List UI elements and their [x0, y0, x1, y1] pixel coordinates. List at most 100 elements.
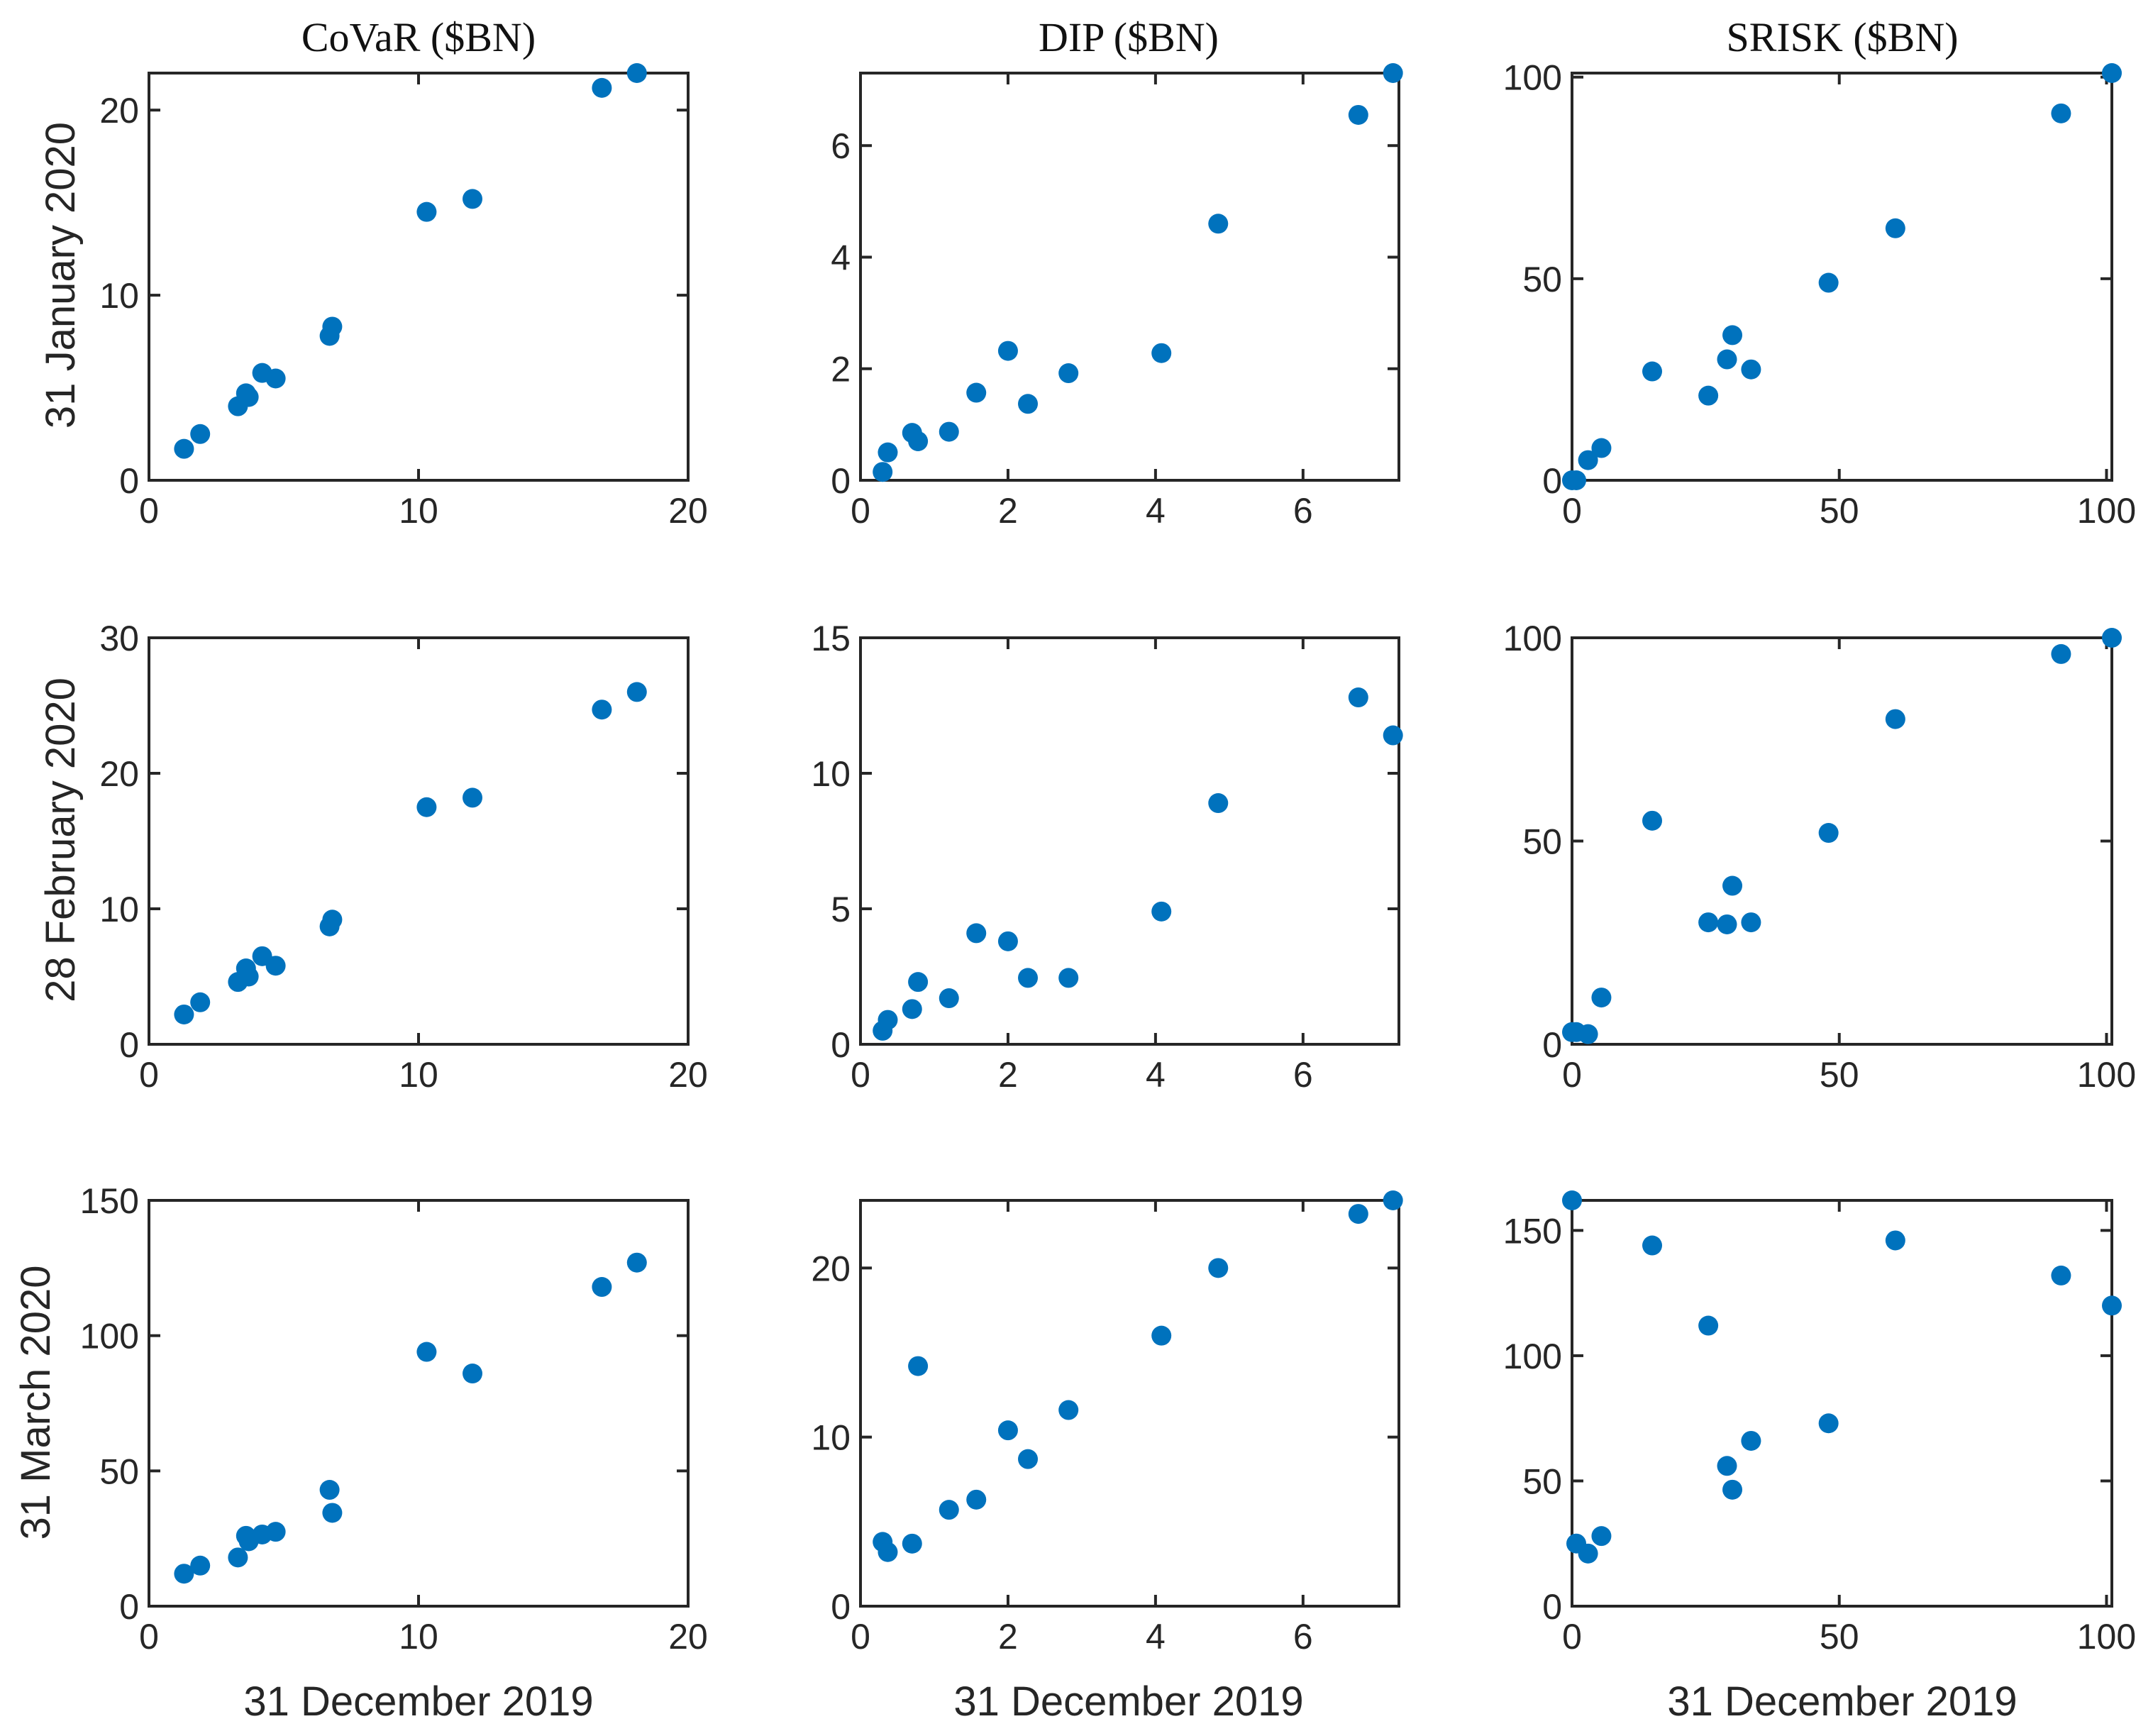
scatter-point — [1698, 1315, 1719, 1336]
scatter-point — [1717, 349, 1737, 370]
scatter-point — [1208, 1258, 1229, 1278]
scatter-point — [190, 1555, 211, 1576]
scatter-point — [626, 63, 647, 83]
panel-feb-srisk: 0 50 100 0 50 100 — [1503, 619, 2137, 1095]
scatter-point — [1018, 968, 1039, 988]
scatter-point — [322, 316, 343, 337]
x-tick-label: 2 — [998, 491, 1018, 531]
scatter-point — [463, 1364, 482, 1384]
y-tick-label: 0 — [119, 461, 139, 501]
scatter-point — [1642, 810, 1663, 831]
scatter-point — [463, 189, 482, 209]
x-tick-label: 50 — [1820, 491, 1859, 531]
scatter-point — [902, 999, 922, 1019]
scatter-point — [1578, 1024, 1598, 1044]
axes-frame — [1571, 1199, 2113, 1608]
row-label-march: 31 March 2020 — [13, 1266, 59, 1540]
scatter-point — [592, 1277, 612, 1298]
y-tick-label: 100 — [1503, 1337, 1562, 1376]
y-tick-label: 20 — [811, 1249, 851, 1288]
axes-frame — [148, 1199, 690, 1608]
x-tick-label: 10 — [399, 1055, 438, 1095]
x-tick-label: 6 — [1293, 1055, 1313, 1095]
scatter-point — [416, 1342, 437, 1362]
scatter-point — [626, 1252, 647, 1273]
y-tick-label: 0 — [119, 1025, 139, 1065]
y-tick-label: 20 — [99, 91, 139, 131]
scatter-point — [1058, 968, 1079, 988]
scatter-point — [1698, 385, 1719, 406]
row-labels: 31 January 2020 28 February 2020 31 Marc… — [13, 122, 84, 1540]
y-tick-label: 4 — [831, 238, 851, 277]
scatter-point — [238, 966, 259, 987]
scatter-point — [1578, 1543, 1598, 1564]
panel-mar-dip: 0 2 4 6 0 10 20 — [811, 1190, 1403, 1657]
column-title-covar: CoVaR ($BN) — [301, 14, 536, 60]
y-tick-label: 0 — [1542, 1025, 1562, 1065]
scatter-point — [908, 431, 929, 451]
scatter-point — [190, 992, 211, 1012]
scatter-point — [997, 931, 1018, 951]
x-tick-label: 20 — [668, 1055, 708, 1095]
y-tick-label: 10 — [811, 754, 851, 794]
x-tick-label: 4 — [1146, 1055, 1166, 1095]
scatter-point — [1741, 1430, 1761, 1451]
y-tick-label: 0 — [831, 1587, 851, 1627]
scatter-point — [1151, 343, 1172, 363]
panel-mar-covar: 0 10 20 0 50 100 150 — [80, 1181, 708, 1657]
scatter-point — [2051, 1265, 2071, 1286]
x-tick-label: 100 — [2077, 491, 2136, 531]
scatter-point — [966, 923, 987, 944]
row-label-january: 31 January 2020 — [38, 122, 84, 429]
y-tick-label: 5 — [831, 890, 851, 929]
scatter-point — [228, 1547, 248, 1568]
y-tick-label: 50 — [1522, 1461, 1562, 1501]
x-tick-label: 50 — [1820, 1055, 1859, 1095]
scatter-point — [1058, 363, 1079, 384]
scatter-point — [1208, 214, 1229, 234]
scatter-point — [966, 382, 987, 403]
y-tick-label: 150 — [1503, 1211, 1562, 1251]
scatter-point — [1591, 988, 1612, 1008]
scatter-point — [1722, 875, 1743, 896]
y-tick-label: 2 — [831, 350, 851, 389]
scatter-point — [939, 421, 959, 442]
scatter-point — [174, 1004, 194, 1024]
y-tick-label: 100 — [80, 1317, 139, 1356]
y-tick-label: 10 — [99, 276, 139, 316]
panel-mar-srisk: 0 50 100 0 50 100 150 — [1503, 1190, 2136, 1657]
scatter-point — [592, 77, 612, 98]
x-tick-label: 100 — [2077, 1055, 2136, 1095]
scatter-point — [1885, 218, 1905, 238]
scatter-point — [1348, 687, 1368, 708]
scatter-point — [939, 1500, 959, 1520]
scatter-point — [1717, 914, 1737, 934]
column-title-srisk: SRISK ($BN) — [1726, 14, 1958, 60]
x-axis-label-srisk: 31 December 2019 — [1667, 1679, 2017, 1725]
x-axis-labels: 31 December 2019 31 December 2019 31 Dec… — [243, 1679, 2017, 1725]
y-tick-label: 150 — [80, 1181, 139, 1221]
scatter-point — [966, 1489, 987, 1510]
scatter-point — [1741, 912, 1761, 933]
y-tick-label: 20 — [99, 754, 139, 794]
scatter-point — [1722, 1479, 1743, 1500]
row-label-february: 28 February 2020 — [38, 678, 84, 1002]
scatter-point — [2051, 103, 2071, 123]
scatter-point — [1208, 793, 1229, 814]
scatter-point — [902, 1533, 922, 1554]
axes-frame — [1571, 636, 2113, 1046]
scatter-point — [1058, 1400, 1079, 1420]
x-tick-label: 4 — [1146, 491, 1166, 531]
scatter-point — [878, 442, 898, 463]
scatter-point — [878, 1010, 898, 1030]
x-tick-label: 0 — [1562, 491, 1582, 531]
scatter-point — [1698, 912, 1719, 933]
x-tick-label: 0 — [139, 1055, 159, 1095]
y-tick-label: 30 — [99, 619, 139, 658]
x-tick-label: 2 — [998, 1617, 1018, 1657]
scatter-point — [939, 988, 959, 1009]
scatter-point — [1566, 470, 1587, 490]
scatter-point — [1818, 823, 1839, 844]
